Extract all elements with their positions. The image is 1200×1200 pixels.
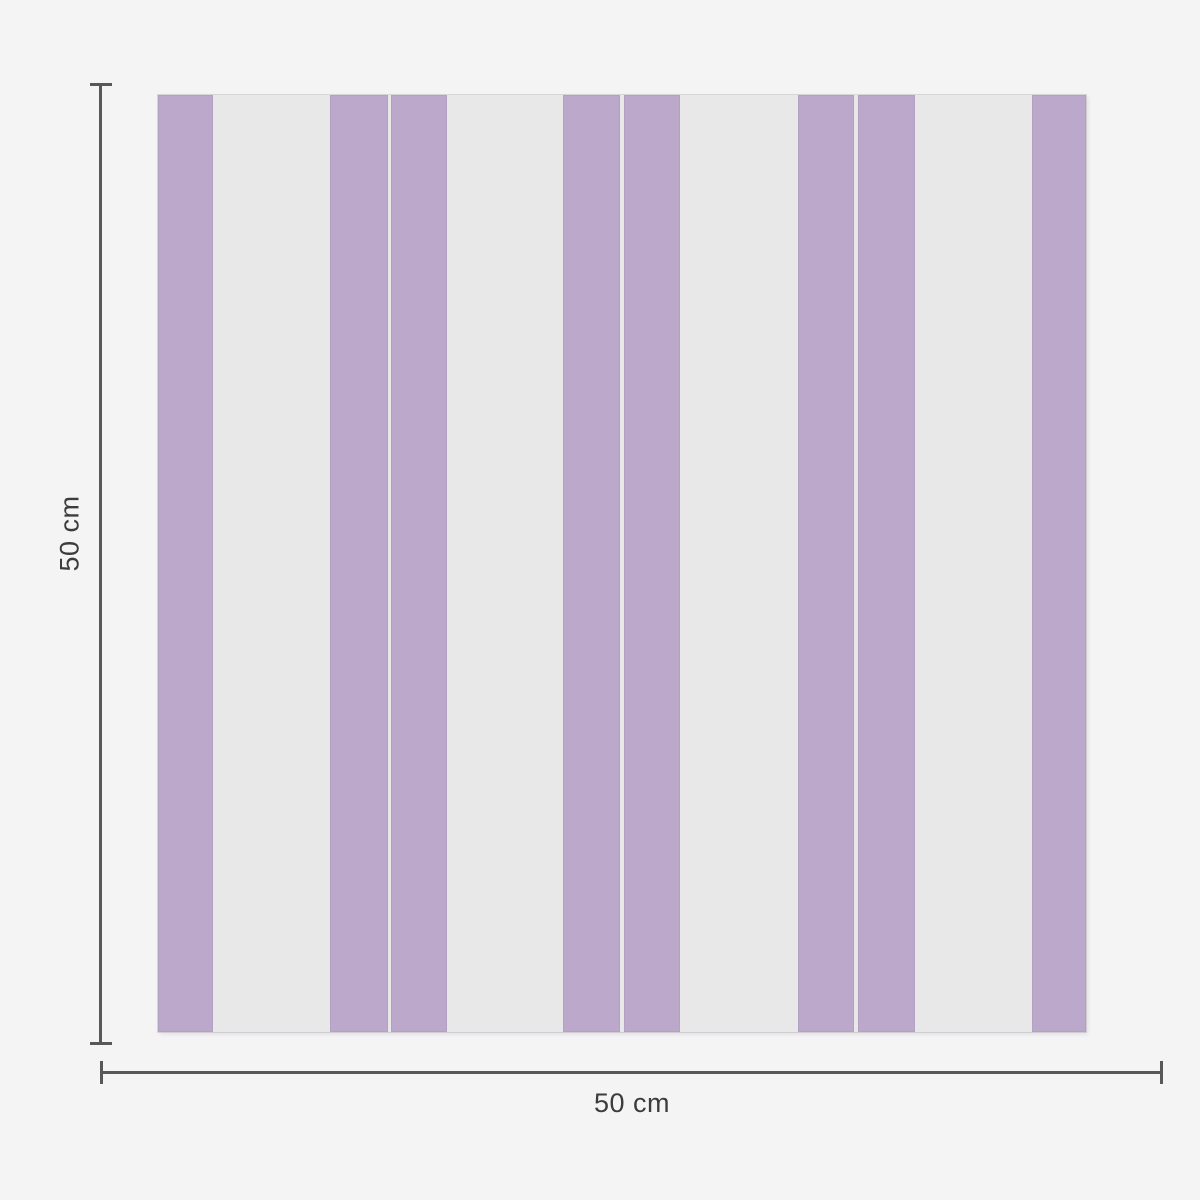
stripe-band <box>624 95 680 1032</box>
stripe-band <box>798 95 854 1032</box>
stripe-band <box>391 95 447 1032</box>
horizontal-dimension-line <box>100 1071 1163 1074</box>
vertical-dimension-cap-top <box>90 83 112 86</box>
striped-fabric-swatch <box>158 95 1086 1032</box>
vertical-dimension-cap-bottom <box>90 1042 112 1045</box>
stripe-band <box>563 95 620 1032</box>
stripe-band <box>858 95 915 1032</box>
vertical-dimension-line <box>99 83 102 1045</box>
stripe-band <box>158 95 213 1032</box>
stripe-band <box>1032 95 1086 1032</box>
horizontal-dimension-cap-right <box>1160 1061 1163 1084</box>
horizontal-dimension-label: 50 cm <box>593 1088 671 1118</box>
stripe-band <box>330 95 388 1032</box>
vertical-dimension-label: 50 cm <box>54 495 85 572</box>
horizontal-dimension-cap-left <box>100 1061 103 1084</box>
